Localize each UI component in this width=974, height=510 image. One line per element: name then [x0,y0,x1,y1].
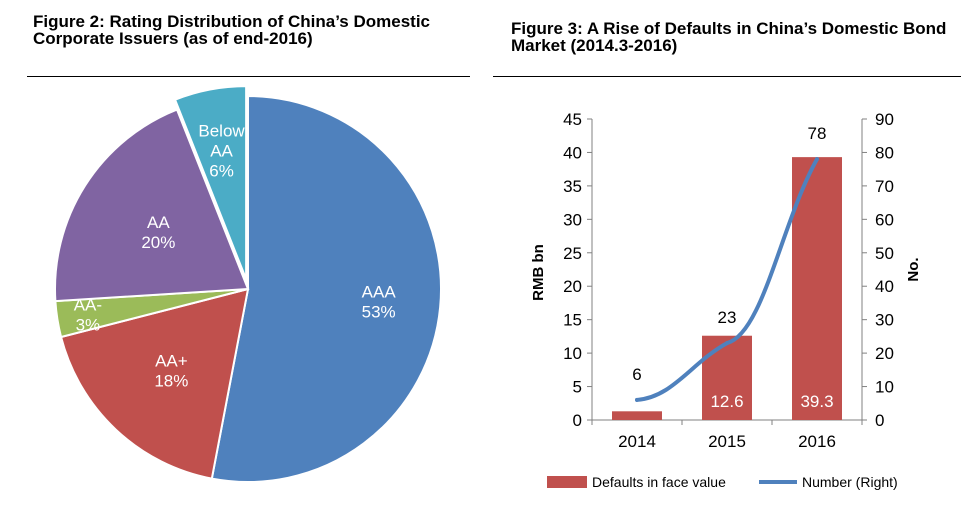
left-tick-label: 5 [573,378,582,397]
number-line-point [815,157,819,162]
left-tick-label: 45 [563,110,582,129]
pie-slice-aa [59,287,250,480]
x-tick-label: 2015 [708,432,746,451]
number-line-point [635,397,639,402]
pie-label-aa: AA+ 18% [154,352,188,391]
y-axis-label: RMB bn [530,244,547,301]
left-tick-label: 25 [563,244,582,263]
right-tick-label: 60 [875,210,894,229]
pie-label-below-aa: Below AA 6% [198,121,245,180]
figure3-title: Figure 3: A Rise of Defaults in China’s … [511,19,947,55]
pie-label-aaa: AAA 53% [362,282,397,321]
right-tick-label: 0 [875,411,884,430]
left-tick-label: 20 [563,277,582,296]
figure3-title-rule [493,76,961,77]
line-value-label: 23 [718,308,737,327]
right-tick-label: 10 [875,378,894,397]
bar-2015 [702,335,752,420]
right-tick-label: 80 [875,143,894,162]
legend-label-number: Number (Right) [802,474,898,490]
x-tick-label: 2014 [618,432,656,451]
left-tick-label: 30 [563,210,582,229]
left-tick-label: 15 [563,311,582,330]
bar-2014 [612,411,662,420]
right-tick-label: 70 [875,177,894,196]
right-tick-label: 20 [875,344,894,363]
pie-slice-below-aa [173,85,248,280]
left-tick-label: 10 [563,344,582,363]
figure2-title: Figure 2: Rating Distribution of China’s… [33,12,431,48]
right-tick-label: 90 [875,110,894,129]
bar-2016 [792,157,842,421]
right-tick-label: 40 [875,277,894,296]
x-tick-label: 2016 [798,432,836,451]
pie-slice-aa [54,108,250,303]
number-line [635,157,819,402]
line-value-label: 78 [808,124,827,143]
legend-swatch-defaults [547,476,587,488]
y2-axis-label: No. [905,257,922,281]
pie-label-aa: AA 20% [141,213,175,252]
figure2-title-rule [27,76,470,77]
legend-label-defaults: Defaults in face value [592,474,726,490]
number-line-point [725,341,729,346]
bar-value-label: 12.6 [710,392,743,411]
bar-value-label: 39.3 [800,392,833,411]
right-tick-label: 50 [875,244,894,263]
right-tick-label: 30 [875,311,894,330]
pie-slice-aaa [210,94,442,483]
left-tick-label: 0 [573,411,582,430]
left-tick-label: 40 [563,143,582,162]
line-value-label: 6 [632,365,641,384]
left-tick-label: 35 [563,177,582,196]
